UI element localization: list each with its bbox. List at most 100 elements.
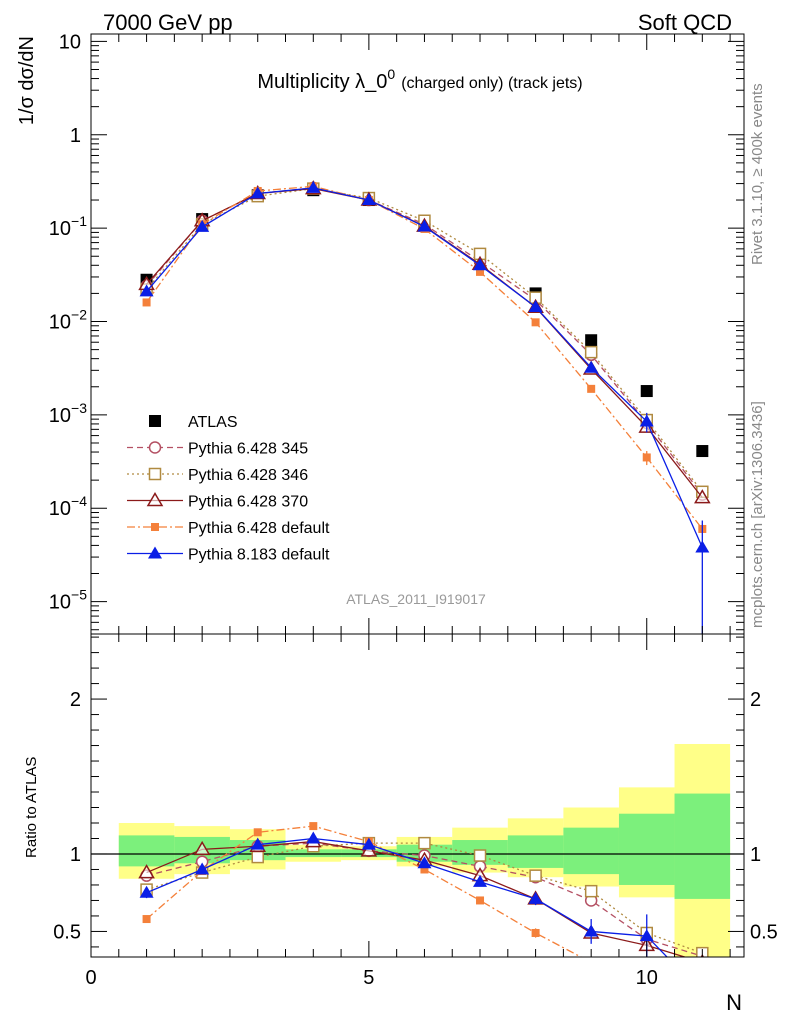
legend-item-p346: Pythia 6.428 346 <box>127 467 308 484</box>
band-inner <box>674 793 731 899</box>
data-point-p370 <box>694 489 711 504</box>
y-tick-label: 10−1 <box>49 213 87 240</box>
ratio-point-p8def <box>361 837 376 850</box>
ratio-y-tick-label-right: 2 <box>750 689 761 711</box>
x-tick-label: 10 <box>636 967 658 989</box>
x-tick-label: 5 <box>363 967 374 989</box>
data-point-atlas <box>696 445 709 458</box>
ratio-line-p346 <box>146 842 703 954</box>
band-inner <box>285 849 342 858</box>
ratio-point-p8def <box>139 885 154 898</box>
data-point-p8def <box>639 414 654 427</box>
ratio-y-tick-label: 2 <box>70 689 81 711</box>
ratio-point-p6def <box>309 822 318 831</box>
data-point-p8def <box>195 219 210 232</box>
tick-exponent: −2 <box>71 307 87 323</box>
tick-exponent: −4 <box>71 493 87 509</box>
y-tick-label: 1 <box>70 125 81 147</box>
ratio-point-p370 <box>193 840 211 856</box>
legend-marker <box>151 523 159 531</box>
band-inner <box>618 813 675 885</box>
data-point-p8def <box>139 284 154 297</box>
data-point-p6def <box>587 384 596 393</box>
header-left-label: 7000 GeV pp <box>103 10 233 35</box>
ratio-point-p346 <box>418 836 431 850</box>
legend-marker <box>146 492 164 507</box>
legend-label: Pythia 6.428 345 <box>188 441 308 458</box>
ratio-plot-area <box>91 743 744 957</box>
data-point-p8def <box>417 219 432 232</box>
data-point-atlas <box>640 385 653 398</box>
main-y-axis-label: 1/σ dσ/dN <box>16 36 38 125</box>
tick-base: 10 <box>49 498 71 520</box>
ratio-point-p346 <box>251 850 264 864</box>
data-point-p6def <box>142 298 151 307</box>
ratio-point-p8def <box>584 924 599 937</box>
y-tick-label: 10−5 <box>49 587 87 614</box>
main-title-text: Multiplicity λ_0 <box>257 71 387 93</box>
ratio-panel: 0.5 0.5 1 1 2 2 0 5 10 <box>53 633 778 989</box>
ratio-point-p6def <box>476 896 485 905</box>
legend-label: Pythia 6.428 370 <box>188 494 308 511</box>
data-point-p8def <box>361 193 376 206</box>
data-point-p8def <box>695 540 710 553</box>
legend-label: Pythia 6.428 default <box>188 520 330 537</box>
ratio-point-p8def <box>417 856 432 869</box>
legend-item-atlas: ATLAS <box>149 414 238 431</box>
ratio-point-p370 <box>360 842 378 857</box>
ratio-y-axis-label: Ratio to ATLAS <box>23 757 40 858</box>
y-tick-label: 10 <box>59 31 81 53</box>
main-plot-area <box>138 180 711 634</box>
legend-item-p6def: Pythia 6.428 default <box>127 520 330 537</box>
ratio-point-p346 <box>473 849 487 862</box>
data-point-p8def <box>473 258 488 271</box>
x-tick-label: 0 <box>85 967 96 989</box>
tick-exponent: −3 <box>71 400 87 416</box>
data-point-p8def <box>250 186 265 199</box>
x-axis-label: N <box>726 990 742 1015</box>
ratio-point-p346 <box>529 869 542 882</box>
band-inner <box>507 835 564 868</box>
data-point-p6def <box>476 267 485 276</box>
y-tick-label: 10−4 <box>49 493 87 520</box>
data-point-p6def <box>642 453 651 462</box>
data-point-p8def <box>306 180 321 193</box>
data-point-p6def <box>531 318 540 327</box>
main-title-suffix: (charged only) (track jets) <box>401 75 582 92</box>
ratio-y-tick-label-right: 1 <box>750 844 761 866</box>
side-label-top: Rivet 3.1.10, ≥ 400k events <box>749 83 766 265</box>
ratio-point-p8def <box>528 891 543 904</box>
legend-label: Pythia 8.183 default <box>188 547 330 564</box>
tick-exponent: −5 <box>71 587 87 603</box>
tick-base: 10 <box>49 592 71 614</box>
legend-marker <box>149 415 161 427</box>
ratio-point-p6def <box>531 928 540 937</box>
ratio-point-p8def <box>306 831 321 844</box>
watermark: ATLAS_2011_I919017 <box>346 591 486 607</box>
legend-label: Pythia 6.428 346 <box>188 467 308 484</box>
series-p8def <box>139 180 710 634</box>
band-inner <box>118 835 175 867</box>
ratio-y-tick-label: 1 <box>70 844 81 866</box>
ratio-point-p6def <box>253 828 262 837</box>
data-point-p8def <box>528 300 543 313</box>
data-point-p346 <box>584 345 598 359</box>
tick-exponent: −1 <box>71 213 87 229</box>
data-point-p8def <box>584 360 599 373</box>
legend-item-p370: Pythia 6.428 370 <box>127 492 308 511</box>
y-tick-label: 10−3 <box>49 400 87 427</box>
header-right-label: Soft QCD <box>638 10 732 35</box>
ratio-y-tick-label-right: 0.5 <box>750 921 778 943</box>
ratio-point-p6def <box>420 865 429 874</box>
data-point-atlas <box>585 334 598 347</box>
ratio-y-tick-label: 0.5 <box>53 921 81 943</box>
main-title-sup: 0 <box>387 66 395 82</box>
side-label-bottom: mcplots.cern.ch [arXiv:1306.3436] <box>749 401 766 628</box>
legend-marker <box>148 441 162 454</box>
ratio-series-p8def <box>139 831 668 957</box>
legend-marker <box>148 546 162 559</box>
ratio-point-p8def <box>195 862 210 875</box>
band-inner <box>563 827 619 875</box>
ratio-point-p8def <box>473 874 488 887</box>
